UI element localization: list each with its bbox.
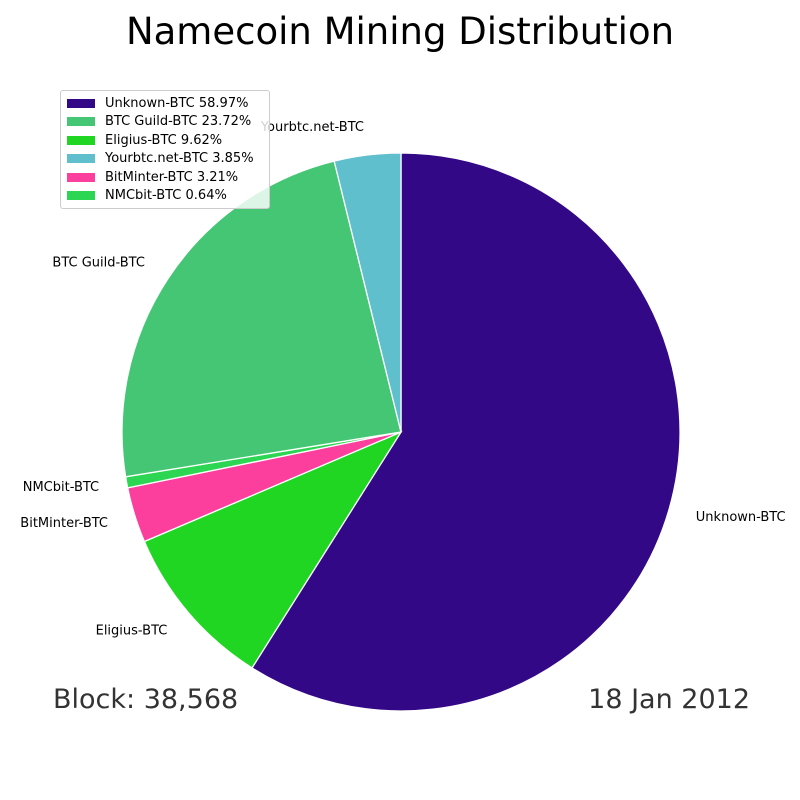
pie-slice-yourbtc-net-btc	[333, 152, 402, 433]
slice-label-nmcbit-btc: NMCbit-BTC	[23, 480, 99, 495]
slice-label-unknown-btc: Unknown-BTC	[696, 510, 786, 525]
pie-slice-eligius-btc	[143, 430, 403, 669]
legend-item: Eligius-BTC 9.62%	[61, 131, 269, 150]
slice-label-btc-guild-btc: BTC Guild-BTC	[52, 255, 145, 270]
legend-swatch	[67, 98, 95, 108]
legend-item: Unknown-BTC 58.97%	[61, 94, 269, 113]
legend-label: Eligius-BTC 9.62%	[105, 132, 223, 148]
legend-label: BTC Guild-BTC 23.72%	[105, 114, 252, 130]
pie-slice-unknown-btc	[251, 152, 681, 712]
legend-item: Yourbtc.net-BTC 3.85%	[61, 150, 269, 169]
legend: Unknown-BTC 58.97% BTC Guild-BTC 23.72% El…	[60, 90, 270, 209]
legend-item: NMCbit-BTC 0.64%	[61, 187, 269, 206]
slice-label-bitminter-btc: BitMinter-BTC	[20, 516, 108, 531]
legend-label: Yourbtc.net-BTC 3.85%	[105, 151, 254, 167]
legend-swatch	[67, 191, 95, 201]
block-number: Block: 38,568	[53, 684, 239, 715]
date-label: 18 Jan 2012	[588, 684, 750, 715]
legend-item: BTC Guild-BTC 23.72%	[61, 113, 269, 132]
legend-swatch	[67, 117, 95, 127]
legend-swatch	[67, 135, 95, 145]
slice-label-yourbtc-net-btc: Yourbtc.net-BTC	[260, 120, 364, 135]
pie-slice-btc-guild-btc	[121, 160, 402, 478]
slice-label-eligius-btc: Eligius-BTC	[96, 623, 168, 638]
legend-label: NMCbit-BTC 0.64%	[105, 188, 227, 204]
chart-title: Namecoin Mining Distribution	[125, 10, 675, 53]
legend-label: BitMinter-BTC 3.21%	[105, 169, 239, 185]
legend-swatch	[67, 154, 95, 164]
legend-swatch	[67, 172, 95, 182]
legend-item: BitMinter-BTC 3.21%	[61, 168, 269, 187]
legend-label: Unknown-BTC 58.97%	[105, 95, 249, 111]
